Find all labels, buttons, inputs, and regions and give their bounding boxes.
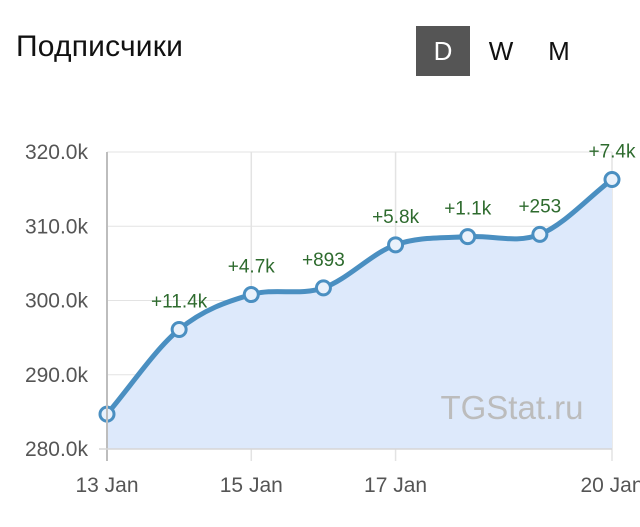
range-month-button[interactable]: M — [548, 35, 570, 66]
range-switch: D W M — [416, 26, 590, 76]
data-label: +5.8k — [372, 207, 420, 228]
x-tick-label: 15 Jan — [220, 474, 283, 497]
y-tick-label: 290.0k — [25, 364, 89, 387]
range-week-button[interactable]: W — [488, 35, 514, 66]
watermark-text: TGStat.ru — [440, 389, 583, 426]
data-point — [170, 320, 188, 338]
data-points — [98, 170, 621, 423]
y-tick-label: 300.0k — [25, 290, 89, 313]
x-tick-label: 20 Jan — [580, 474, 640, 497]
data-point — [242, 286, 260, 304]
x-tick-label: 17 Jan — [364, 474, 427, 497]
data-label: +4.7k — [228, 257, 276, 278]
chart-title: Подписчики — [16, 30, 184, 63]
y-tick-label: 310.0k — [25, 215, 89, 238]
area-shape — [107, 179, 612, 449]
axes: 280.0k 290.0k 300.0k 310.0k 320.0k 13 Jan 15 J… — [25, 141, 640, 497]
data-label: +253 — [518, 196, 561, 217]
data-point — [314, 279, 332, 297]
data-point — [603, 170, 621, 188]
data-label: +893 — [302, 250, 345, 271]
x-tick-label: 13 Jan — [75, 474, 138, 497]
data-point — [531, 225, 549, 243]
y-tick-label: 280.0k — [25, 438, 89, 461]
data-point — [387, 236, 405, 254]
data-labels: +11.4k +4.7k +893 +5.8k +1.1k +253 +7.4k — [151, 141, 636, 312]
data-point — [459, 228, 477, 246]
area-fill — [107, 179, 612, 449]
data-label: +1.1k — [444, 199, 492, 220]
range-day-button[interactable]: D — [416, 26, 470, 76]
y-tick-label: 320.0k — [25, 141, 89, 164]
data-label: +7.4k — [588, 141, 636, 162]
data-label: +11.4k — [151, 291, 208, 312]
